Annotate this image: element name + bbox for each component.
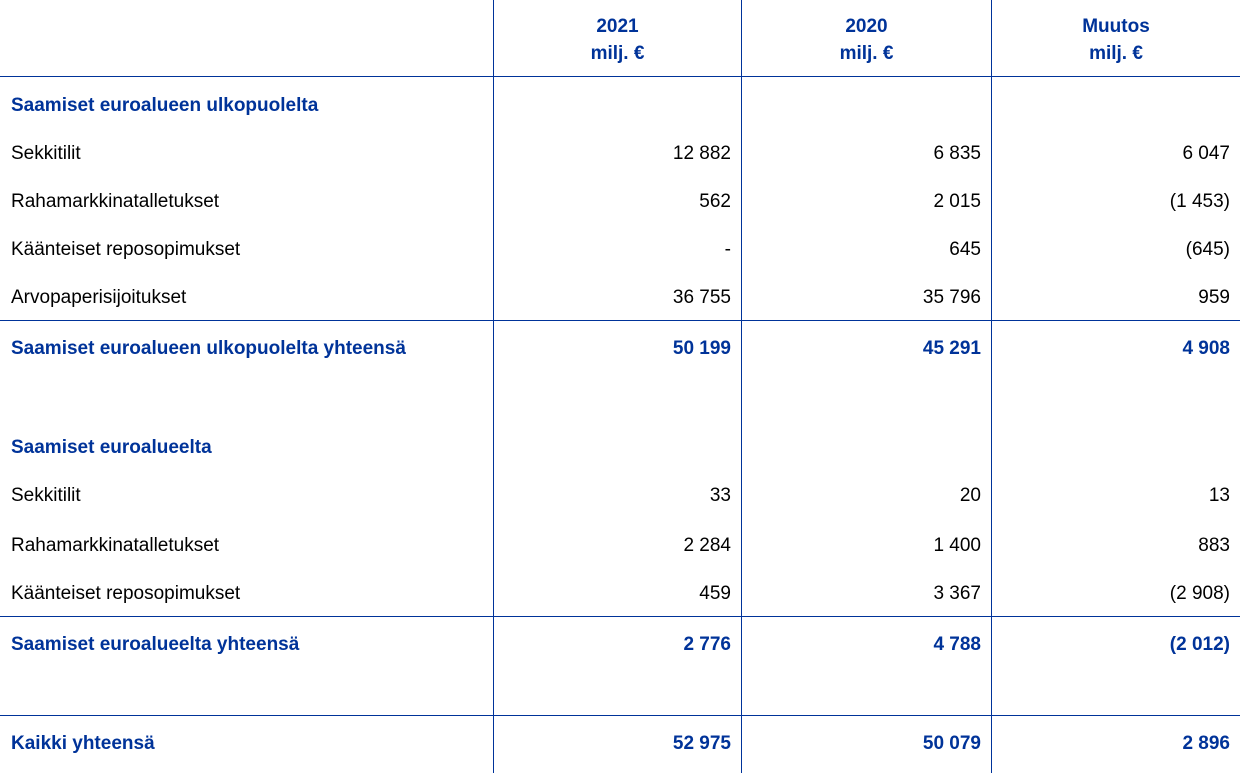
column-divider (991, 0, 992, 773)
value-change: (1 453) (1169, 191, 1230, 212)
value-2020: 2 015 (933, 191, 981, 212)
value-change: 6 047 (1182, 143, 1230, 164)
value-2020: 20 (959, 485, 981, 506)
row-label: Sekkitilit (11, 143, 81, 164)
total-2021: 2 776 (683, 634, 731, 655)
value-change: 883 (1198, 535, 1230, 556)
section-title: Saamiset euroalueen ulkopuolelta (11, 95, 319, 116)
total-change: 4 908 (1182, 338, 1230, 359)
header-divider (0, 76, 1240, 77)
value-change: 13 (1208, 485, 1230, 506)
value-change: (2 908) (1169, 583, 1230, 604)
value-2021: 459 (699, 583, 731, 604)
value-2020: 3 367 (933, 583, 981, 604)
total-2020: 45 291 (922, 338, 981, 359)
value-2020: 35 796 (922, 287, 981, 308)
row-label: Sekkitilit (11, 485, 81, 506)
value-2021: 33 (709, 485, 731, 506)
total-2021: 50 199 (672, 338, 731, 359)
row-label: Rahamarkkinatalletukset (11, 535, 220, 556)
value-2021: - (724, 239, 731, 260)
value-change: (645) (1185, 239, 1230, 260)
value-2021: 12 882 (672, 143, 731, 164)
row-label: Arvopaperisijoitukset (11, 287, 187, 308)
value-2020: 1 400 (933, 535, 981, 556)
value-2021: 562 (699, 191, 731, 212)
value-change: 959 (1198, 287, 1230, 308)
value-2020: 6 835 (933, 143, 981, 164)
grand-total-2020: 50 079 (922, 733, 981, 754)
row-divider (0, 616, 1240, 617)
total-label: Saamiset euroalueelta yhteensä (11, 634, 300, 655)
row-divider (0, 715, 1240, 716)
value-2021: 2 284 (683, 535, 731, 556)
grand-total-2021: 52 975 (672, 733, 731, 754)
column-header-muutos: Muutos milj. € (1082, 16, 1150, 64)
total-2020: 4 788 (933, 634, 981, 655)
section-title: Saamiset euroalueelta (11, 437, 212, 458)
row-label: Käänteiset reposopimukset (11, 239, 241, 260)
column-header-2020: 2020 milj. € (839, 16, 894, 64)
row-label: Rahamarkkinatalletukset (11, 191, 220, 212)
row-label: Käänteiset reposopimukset (11, 583, 241, 604)
value-2020: 645 (949, 239, 981, 260)
column-header-2021: 2021 milj. € (590, 16, 645, 64)
value-2021: 36 755 (672, 287, 731, 308)
total-change: (2 012) (1169, 634, 1230, 655)
grand-total-change: 2 896 (1182, 733, 1230, 754)
total-label: Saamiset euroalueen ulkopuolelta yhteens… (11, 338, 406, 359)
grand-total-label: Kaikki yhteensä (11, 733, 155, 754)
column-divider (493, 0, 494, 773)
row-divider (0, 320, 1240, 321)
column-divider (741, 0, 742, 773)
